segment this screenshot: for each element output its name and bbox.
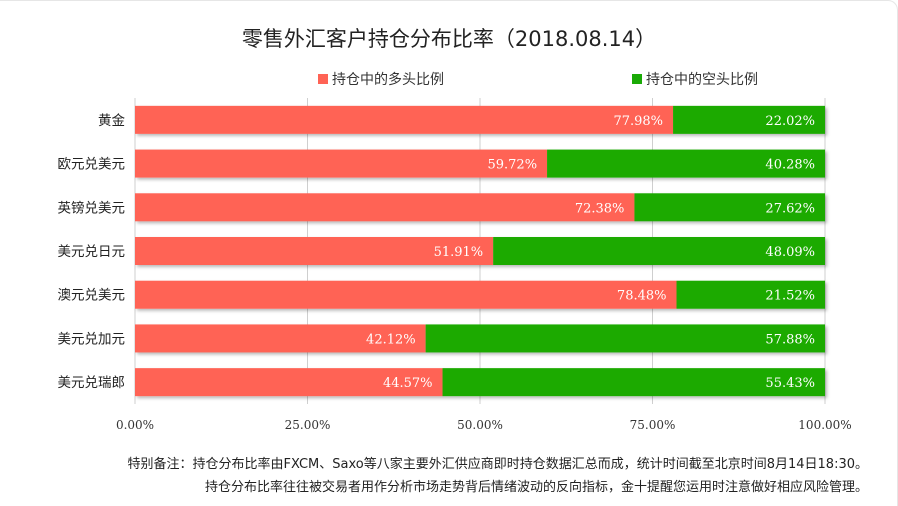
value-label-2-0: 72.38% — [575, 201, 625, 216]
bar-5-0 — [135, 324, 426, 353]
bars: 黄金 77.98% 22.02% 欧元兑美元 59.72% 40.28% 英镑兑美元 72.3… — [58, 105, 825, 397]
value-label-0-0: 77.98% — [613, 114, 663, 129]
legend-label-0: 持仓中的多头比例 — [332, 71, 444, 88]
bar-0-0 — [135, 105, 674, 134]
bar-group-2 — [135, 193, 825, 222]
value-label-4-0: 78.48% — [617, 289, 667, 304]
legend: 持仓中的多头比例 持仓中的空头比例 — [318, 71, 758, 88]
x-tick-label-4: 100.00% — [798, 418, 851, 432]
bar-4-0 — [135, 280, 677, 309]
bar-0-1 — [673, 105, 825, 134]
value-label-0-1: 22.02% — [765, 114, 815, 129]
bar-group-6 — [135, 368, 825, 397]
footnote-line-1: 特别备注：持仓分布比率由FXCM、Saxo等八家主要外汇供应商即时持仓数据汇总而… — [127, 457, 868, 472]
bar-group-0 — [135, 105, 825, 134]
bar-6-0 — [135, 368, 443, 397]
bar-1-0 — [135, 149, 548, 178]
value-label-4-1: 21.52% — [765, 289, 815, 304]
category-label-3: 美元兑日元 — [58, 244, 126, 260]
bar-group-4 — [135, 280, 825, 309]
bar-3-0 — [135, 237, 494, 265]
bar-group-3 — [135, 237, 825, 265]
bar-2-1 — [634, 193, 825, 222]
category-label-1: 欧元兑美元 — [58, 157, 126, 173]
value-label-2-1: 27.62% — [765, 201, 815, 216]
value-label-1-1: 40.28% — [765, 158, 815, 173]
value-label-3-0: 51.91% — [434, 245, 484, 260]
bar-4-1 — [676, 280, 825, 309]
category-label-5: 美元兑加元 — [58, 331, 126, 347]
x-tick-label-3: 75.00% — [630, 418, 676, 432]
legend-label-1: 持仓中的空头比例 — [646, 72, 758, 88]
bar-group-1 — [135, 149, 825, 178]
value-label-5-0: 42.12% — [366, 332, 416, 347]
x-tick-label-2: 50.00% — [457, 418, 503, 432]
x-tick-label-0: 0.00% — [116, 418, 154, 432]
stacked-bar-chart: 零售外汇客户持仓分布比率（2018.08.14） 持仓中的多头比例 持仓中的空头比… — [58, 27, 852, 432]
x-tick-label-1: 25.00% — [285, 418, 331, 432]
bar-group-5 — [135, 324, 825, 353]
legend-swatch-0 — [318, 74, 328, 84]
value-label-5-1: 57.88% — [765, 332, 815, 347]
bar-3-1 — [493, 237, 825, 265]
legend-swatch-1 — [632, 74, 642, 84]
bar-1-1 — [547, 149, 825, 178]
value-label-6-1: 55.43% — [765, 376, 815, 391]
bar-5-1 — [425, 324, 825, 353]
category-label-0: 黄金 — [98, 113, 125, 129]
category-label-6: 美元兑瑞郎 — [58, 375, 126, 391]
x-axis: 0.00% 25.00% 50.00% 75.00% 100.00% — [116, 418, 852, 432]
value-label-1-0: 59.72% — [487, 158, 537, 173]
bar-2-0 — [135, 193, 635, 222]
value-label-6-0: 44.57% — [383, 376, 433, 391]
chart-title: 零售外汇客户持仓分布比率（2018.08.14） — [242, 27, 656, 51]
category-label-2: 英镑兑美元 — [58, 199, 126, 216]
value-label-3-1: 48.09% — [765, 245, 815, 260]
footnote-line-2: 持仓分布比率往往被交易者用作分析市场走势背后情绪波动的反向指标，金十提醒您运用时… — [204, 480, 868, 495]
category-label-4: 澳元兑美元 — [58, 288, 126, 304]
bar-6-1 — [442, 368, 825, 397]
